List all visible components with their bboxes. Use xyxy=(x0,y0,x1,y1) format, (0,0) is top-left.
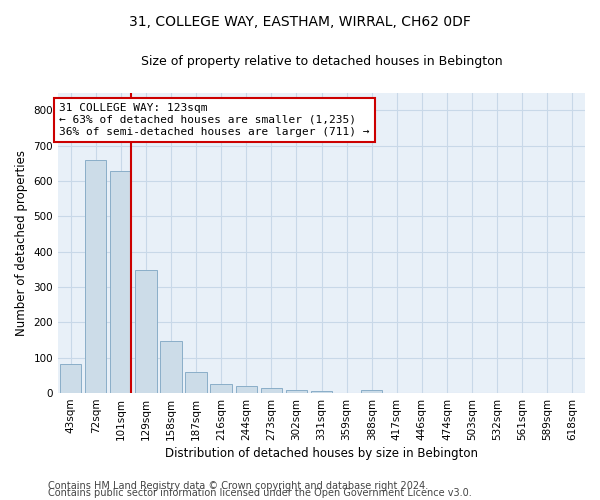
Bar xyxy=(110,171,131,393)
Text: Contains public sector information licensed under the Open Government Licence v3: Contains public sector information licen… xyxy=(48,488,472,498)
Bar xyxy=(211,384,232,393)
Text: 31, COLLEGE WAY, EASTHAM, WIRRAL, CH62 0DF: 31, COLLEGE WAY, EASTHAM, WIRRAL, CH62 0… xyxy=(129,15,471,29)
Bar xyxy=(361,390,382,393)
X-axis label: Distribution of detached houses by size in Bebington: Distribution of detached houses by size … xyxy=(165,447,478,460)
Bar xyxy=(236,386,257,393)
Title: Size of property relative to detached houses in Bebington: Size of property relative to detached ho… xyxy=(141,55,502,68)
Y-axis label: Number of detached properties: Number of detached properties xyxy=(15,150,28,336)
Bar xyxy=(286,390,307,393)
Bar xyxy=(135,270,157,393)
Bar xyxy=(160,341,182,393)
Text: Contains HM Land Registry data © Crown copyright and database right 2024.: Contains HM Land Registry data © Crown c… xyxy=(48,481,428,491)
Bar xyxy=(260,388,282,393)
Bar xyxy=(311,392,332,393)
Bar xyxy=(185,372,207,393)
Text: 31 COLLEGE WAY: 123sqm
← 63% of detached houses are smaller (1,235)
36% of semi-: 31 COLLEGE WAY: 123sqm ← 63% of detached… xyxy=(59,104,370,136)
Bar xyxy=(60,364,81,393)
Bar xyxy=(85,160,106,393)
